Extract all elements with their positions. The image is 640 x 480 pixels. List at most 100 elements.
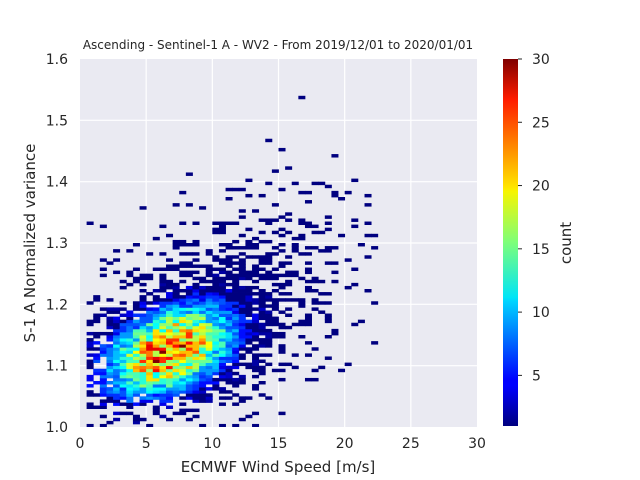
heatmap-cell: [119, 338, 127, 342]
heatmap-cell: [252, 411, 260, 416]
heatmap-cell: [99, 405, 107, 409]
heatmap-cell: [278, 347, 286, 351]
heatmap-cell: [113, 384, 121, 388]
heatmap-cell: [166, 350, 174, 354]
heatmap-cell: [218, 350, 226, 354]
heatmap-cell: [218, 371, 226, 376]
heatmap-cell: [205, 310, 213, 314]
heatmap-cell: [146, 384, 154, 388]
heatmap-cell: [119, 331, 127, 336]
heatmap-cell: [218, 304, 226, 308]
heatmap-cell: [132, 420, 140, 425]
heatmap-cell: [252, 301, 260, 305]
heatmap-cell: [172, 359, 180, 363]
heatmap-cell: [146, 387, 154, 391]
heatmap-cell: [166, 264, 174, 268]
heatmap-cell: [212, 322, 220, 327]
heatmap-cell: [199, 301, 207, 305]
heatmap-cell: [331, 261, 339, 265]
heatmap-cell: [258, 359, 266, 363]
heatmap-cell: [232, 319, 240, 324]
heatmap-cell: [119, 347, 127, 351]
heatmap-cell: [232, 359, 240, 363]
heatmap-cell: [218, 285, 226, 290]
heatmap-cell: [172, 353, 180, 357]
heatmap-cell: [159, 356, 167, 360]
heatmap-cell: [99, 353, 107, 357]
heatmap-cell: [357, 319, 365, 324]
heatmap-cell: [318, 181, 326, 186]
heatmap-cell: [179, 344, 187, 348]
heatmap-cell: [179, 359, 187, 363]
heatmap-cell: [126, 319, 134, 324]
heatmap-cell: [212, 276, 220, 281]
heatmap-cell: [218, 402, 226, 406]
heatmap-cell: [371, 301, 379, 305]
heatmap-cell: [179, 328, 187, 333]
heatmap-cell: [146, 377, 154, 382]
heatmap-cell: [205, 396, 213, 400]
heatmap-cell: [278, 233, 286, 238]
heatmap-cell: [152, 301, 160, 305]
heatmap-cell: [258, 328, 266, 333]
heatmap-cell: [205, 371, 213, 376]
heatmap-cell: [232, 328, 240, 333]
heatmap-cell: [185, 310, 193, 314]
heatmap-cell: [139, 206, 147, 210]
x-tick-label: 30: [468, 436, 486, 452]
heatmap-cell: [252, 264, 260, 268]
heatmap-cell: [245, 304, 253, 308]
heatmap-cell: [265, 362, 273, 367]
heatmap-cell: [218, 396, 226, 400]
heatmap-cell: [258, 276, 266, 281]
heatmap-cell: [159, 282, 167, 287]
heatmap-cell: [172, 368, 180, 373]
heatmap-cell: [225, 396, 233, 400]
heatmap-cell: [152, 316, 160, 321]
heatmap-cell: [232, 282, 240, 287]
heatmap-cell: [258, 289, 266, 293]
heatmap-cell: [225, 197, 233, 201]
heatmap-cell: [179, 411, 187, 416]
heatmap-cell: [166, 393, 174, 397]
heatmap-cell: [278, 227, 286, 232]
heatmap-cell: [126, 365, 134, 370]
heatmap-cell: [304, 316, 312, 321]
heatmap-cell: [245, 341, 253, 345]
heatmap-cell: [225, 243, 233, 247]
heatmap-cell: [324, 227, 332, 232]
heatmap-cell: [192, 338, 200, 342]
heatmap-cell: [132, 301, 140, 305]
heatmap-cell: [172, 374, 180, 379]
heatmap-cell: [93, 393, 101, 397]
heatmap-cell: [179, 381, 187, 385]
heatmap-cell: [152, 322, 160, 327]
heatmap-cell: [205, 301, 213, 305]
heatmap-cell: [304, 200, 312, 204]
heatmap-cell: [225, 310, 233, 314]
heatmap-cell: [304, 377, 312, 382]
heatmap-cell: [172, 393, 180, 397]
heatmap-cell: [159, 267, 167, 271]
heatmap-cell: [185, 264, 193, 268]
heatmap-cell: [113, 393, 121, 397]
heatmap-cell: [159, 393, 167, 397]
heatmap-cell: [218, 319, 226, 324]
heatmap-cell: [192, 307, 200, 311]
heatmap-cell: [113, 411, 121, 416]
heatmap-cell: [106, 261, 114, 265]
colorbar-ticks: 5 10 15 20 25 30: [518, 52, 550, 384]
heatmap-cell: [258, 322, 266, 327]
heatmap-cell: [106, 393, 114, 397]
heatmap-cell: [265, 344, 273, 348]
heatmap-cell: [185, 387, 193, 391]
heatmap-cell: [139, 282, 147, 287]
heatmap-cell: [113, 344, 121, 348]
heatmap-cell: [192, 313, 200, 317]
heatmap-cell: [258, 368, 266, 373]
heatmap-cell: [119, 344, 127, 348]
heatmap-cell: [152, 393, 160, 397]
heatmap-cell: [139, 356, 147, 360]
heatmap-cell: [192, 319, 200, 324]
heatmap-cell: [172, 243, 180, 247]
